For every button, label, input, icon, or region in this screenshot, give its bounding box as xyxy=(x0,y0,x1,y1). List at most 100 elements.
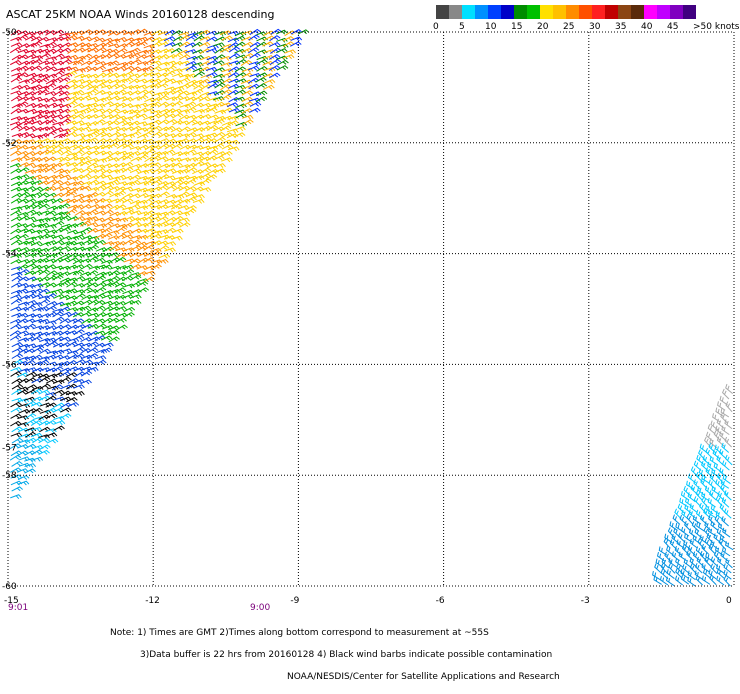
wind-barb xyxy=(704,556,712,568)
legend-swatch xyxy=(540,5,553,19)
wind-barb xyxy=(185,49,197,54)
wind-barb xyxy=(185,106,197,113)
wind-barb xyxy=(163,149,176,155)
wind-barb xyxy=(276,48,288,54)
wind-barb xyxy=(53,389,65,395)
wind-barb xyxy=(716,436,725,447)
wind-barb xyxy=(86,353,99,360)
wind-barb xyxy=(710,420,719,431)
wind-barb xyxy=(53,70,65,77)
wind-barb xyxy=(94,82,106,89)
wind-barb xyxy=(45,378,58,384)
wind-barb xyxy=(198,41,211,48)
wind-barb xyxy=(158,67,170,73)
wind-barb xyxy=(24,162,37,168)
wind-barb xyxy=(122,166,134,173)
wind-barb xyxy=(136,113,148,119)
wind-barb xyxy=(24,77,37,83)
wind-barb xyxy=(123,216,136,221)
wind-barb xyxy=(59,146,71,151)
wind-barb xyxy=(165,65,177,72)
wind-barb xyxy=(115,317,127,323)
wind-barb xyxy=(45,118,58,125)
wind-barb xyxy=(25,263,37,269)
wind-barb xyxy=(721,516,729,527)
wind-barb xyxy=(11,486,23,492)
wind-barb xyxy=(102,221,114,228)
wind-barb xyxy=(66,397,78,403)
wind-barb xyxy=(107,142,120,149)
wind-barb xyxy=(25,371,38,377)
wind-barb xyxy=(220,125,232,132)
wind-barb xyxy=(226,102,239,108)
wind-barb xyxy=(164,241,177,247)
wind-barb xyxy=(59,371,71,377)
wind-barb xyxy=(199,187,212,192)
longitude-label: 0 xyxy=(726,596,732,606)
wind-barb xyxy=(115,54,127,60)
wind-barb xyxy=(24,318,36,324)
wind-barb xyxy=(53,211,66,217)
wind-barb xyxy=(157,83,169,89)
wind-barb xyxy=(171,162,183,168)
wind-barb xyxy=(143,53,156,59)
wind-barb xyxy=(116,181,128,187)
wind-barb xyxy=(74,359,86,365)
wind-barb xyxy=(717,491,726,502)
wind-barb xyxy=(163,36,176,42)
wind-barb xyxy=(172,179,184,186)
wind-barb xyxy=(666,569,675,579)
wind-barb xyxy=(108,179,120,185)
legend-label: 10 xyxy=(485,22,497,32)
wind-barb xyxy=(45,413,58,419)
wind-barb xyxy=(129,168,142,174)
wind-barb xyxy=(45,96,58,103)
wind-barb xyxy=(100,347,113,353)
wind-barb xyxy=(263,79,276,84)
wind-barb xyxy=(39,337,51,343)
wind-barb xyxy=(725,383,734,394)
wind-barb xyxy=(185,192,198,198)
wind-barb xyxy=(709,490,717,501)
wind-barb xyxy=(220,55,232,61)
wind-barb xyxy=(725,557,733,569)
wind-barb xyxy=(122,71,135,77)
wind-barb xyxy=(66,126,78,133)
wind-barb xyxy=(17,48,30,54)
wind-barb xyxy=(122,289,135,295)
wind-barb xyxy=(185,96,197,102)
wind-barb xyxy=(157,245,170,252)
wind-barb xyxy=(694,528,703,539)
wind-barb xyxy=(67,401,80,407)
wind-barb xyxy=(122,206,134,212)
wind-barb xyxy=(108,43,120,49)
wind-barb xyxy=(206,72,218,77)
wind-barb xyxy=(142,188,155,193)
wind-barb xyxy=(123,50,136,56)
wind-barb xyxy=(86,347,99,354)
wind-barb xyxy=(715,407,724,417)
wind-barb xyxy=(123,41,135,48)
wind-barb xyxy=(669,539,678,550)
wind-barb xyxy=(228,97,240,103)
wind-barb xyxy=(10,42,23,48)
wind-barb xyxy=(52,311,64,318)
wind-barb xyxy=(268,65,281,71)
wind-barb xyxy=(24,175,37,181)
wind-barb xyxy=(95,158,108,163)
wind-barb xyxy=(129,52,141,59)
wind-barb xyxy=(284,49,296,55)
wind-barb xyxy=(72,197,85,203)
legend-swatch xyxy=(631,5,644,19)
wind-barb xyxy=(144,149,156,156)
wind-barb xyxy=(667,527,675,539)
wind-barb xyxy=(115,306,128,312)
wind-barb xyxy=(102,209,114,216)
wind-barb xyxy=(721,425,730,436)
wind-barb xyxy=(94,286,107,293)
wind-barb xyxy=(668,557,677,568)
wind-barb xyxy=(716,472,724,484)
wind-barb xyxy=(17,101,29,108)
wind-barb xyxy=(653,575,662,585)
wind-barb xyxy=(171,95,184,101)
